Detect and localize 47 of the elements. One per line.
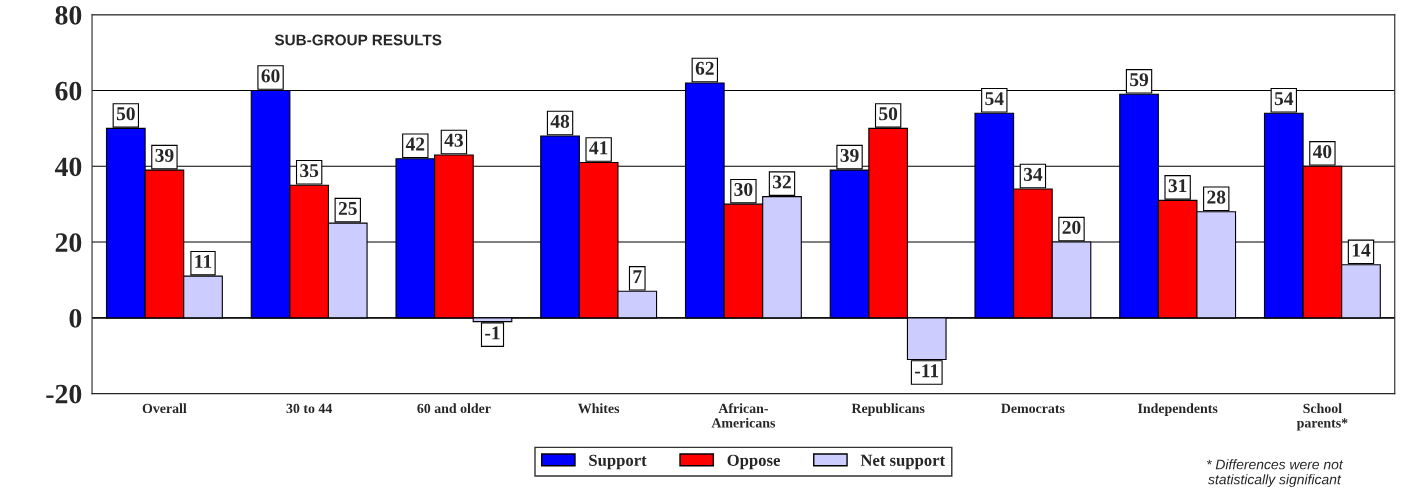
legend-label: Oppose (727, 454, 780, 470)
y-tick-label: 20 (55, 233, 82, 252)
data-label: 60 (261, 69, 280, 83)
y-tick-label: 0 (69, 309, 82, 328)
x-tick-label: 60 and older (417, 403, 491, 414)
data-label: 7 (633, 270, 642, 284)
data-label: 34 (1023, 167, 1043, 181)
data-label: 62 (695, 61, 714, 75)
legend-label: Net support (860, 454, 946, 470)
x-tick-label: Independents (1137, 403, 1218, 416)
data-label: 50 (116, 107, 135, 121)
data-label: 32 (773, 175, 791, 189)
text: * Differences were not statistically significant (1206, 459, 1344, 488)
data-label: 50 (879, 107, 898, 121)
data-label: 28 (1207, 190, 1226, 204)
x-tick-label: School parents* (1296, 403, 1348, 431)
x-tick-label: Republicans (851, 403, 925, 416)
x-tick-label: Whites (578, 403, 620, 414)
data-label: 43 (444, 133, 463, 147)
y-tick-label: 80 (55, 5, 82, 25)
data-label: 20 (1062, 220, 1081, 234)
data-label: -11 (915, 364, 939, 378)
data-label: 30 (734, 182, 753, 197)
data-label: 41 (589, 141, 608, 155)
data-label: 40 (1312, 145, 1332, 159)
x-tick-label: African- Americans (711, 403, 776, 428)
legend-label: Support (589, 454, 647, 470)
y-tick-label: 60 (55, 81, 82, 101)
data-label: 54 (1274, 92, 1294, 106)
data-label: 42 (405, 137, 425, 151)
text: SUB-GROUP RESULTS (274, 34, 442, 46)
data-label: 25 (338, 201, 357, 216)
data-label: 54 (985, 92, 1004, 106)
data-label: 39 (155, 148, 174, 162)
data-label: 48 (550, 114, 570, 128)
y-tick-label: -20 (46, 384, 82, 404)
x-tick-label: Overall (142, 403, 187, 414)
data-label: 11 (195, 255, 212, 268)
data-label: 59 (1130, 73, 1149, 87)
data-label: 35 (300, 164, 319, 178)
data-label: 39 (840, 148, 859, 162)
data-label: 14 (1352, 243, 1371, 257)
x-tick-label: Democrats (1001, 403, 1065, 414)
data-label: -1 (485, 326, 500, 340)
data-label: 31 (1168, 179, 1187, 193)
y-tick-label: 40 (54, 157, 82, 177)
x-tick-label: 30 to 44 (286, 403, 333, 414)
